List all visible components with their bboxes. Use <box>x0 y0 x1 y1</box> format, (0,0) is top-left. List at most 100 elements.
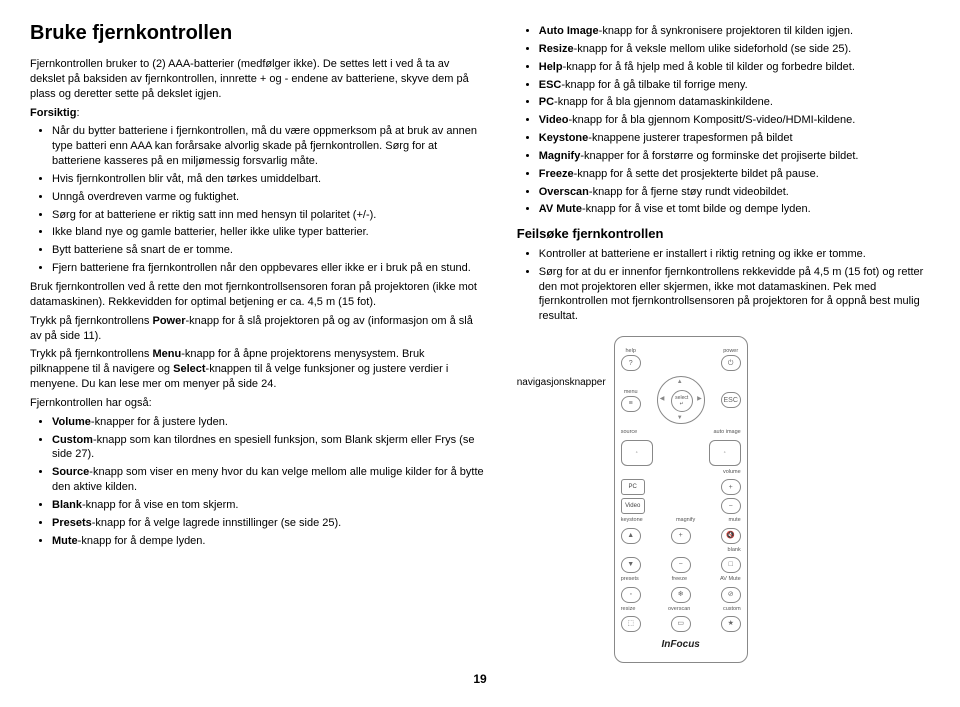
av-label: AV Mute <box>720 576 741 583</box>
list-item: Fjern batteriene fra fjernkontrollen når… <box>52 261 487 276</box>
item-text: -knapp for å sette det prosjekterte bild… <box>574 168 819 180</box>
nav-label: navigasjonsknapper <box>517 376 606 390</box>
blank-label: blank <box>728 547 741 554</box>
item-bold: Magnify <box>539 150 581 162</box>
item-bold: ESC <box>539 79 562 91</box>
keystone-down-button: ▼ <box>621 557 641 573</box>
volume-label: volume <box>621 469 741 476</box>
troubleshoot-title: Feilsøke fjernkontrollen <box>517 225 930 243</box>
custom-label: custom <box>723 606 741 613</box>
select-bold: Select <box>173 363 205 375</box>
video-button: Video <box>621 498 645 514</box>
forsiktig-label: Forsiktig <box>30 107 76 119</box>
menu-bold: Menu <box>152 348 181 360</box>
page-title: Bruke fjernkontrollen <box>30 20 487 47</box>
item-text: -knapp for å bla gjennom datamaskinkilde… <box>554 96 773 108</box>
keystone-up-button: ▲ <box>621 528 641 544</box>
power-paragraph: Trykk på fjernkontrollens Power-knapp fo… <box>30 314 487 344</box>
item-text: -knapp for å veksle mellom ulike sidefor… <box>574 43 852 55</box>
item-bold: AV Mute <box>539 203 582 215</box>
item-bold: Source <box>52 466 89 478</box>
intro-paragraph: Fjernkontrollen bruker to (2) AAA-batter… <box>30 57 487 102</box>
esc-button: ESC <box>721 392 741 408</box>
list-item: Source-knapp som viser en meny hvor du k… <box>52 465 487 495</box>
freeze-label: freeze <box>672 576 687 583</box>
item-bold: Blank <box>52 499 82 511</box>
item-text: -knapp som viser en meny hvor du kan vel… <box>52 466 484 493</box>
list-item: Help-knapp for å få hjelp med å koble ti… <box>539 60 930 75</box>
item-text: -knapp for å vise en tom skjerm. <box>82 499 239 511</box>
item-bold: Custom <box>52 434 93 446</box>
overscan-button: ▭ <box>671 616 691 632</box>
menu-label: menu <box>621 389 641 396</box>
item-bold: Video <box>539 114 569 126</box>
list-item: Magnify-knapper for å forstørre og formi… <box>539 149 930 164</box>
text: Trykk på fjernkontrollens <box>30 315 152 327</box>
item-text: -knapper for å forstørre og forminske de… <box>580 150 858 162</box>
list-item: Custom-knapp som kan tilordnes en spesie… <box>52 433 487 463</box>
item-bold: Keystone <box>539 132 589 144</box>
pc-button: PC <box>621 479 645 495</box>
remote-figure: navigasjonsknapper help? power⏻ menu≡ ▲ … <box>517 336 930 662</box>
item-text: -knapper for å justere lyden. <box>91 416 228 428</box>
av-mute-button: ⊘ <box>721 587 741 603</box>
usage-paragraph: Bruk fjernkontrollen ved å rette den mot… <box>30 280 487 310</box>
magnify-up-button: + <box>671 528 691 544</box>
nav-ring: ▲ ▼ ◀ ▶ select↵ <box>657 376 705 424</box>
item-bold: Mute <box>52 535 78 547</box>
source-label: source <box>621 429 638 436</box>
right-column: Auto Image-knapp for å synkronisere proj… <box>517 20 930 663</box>
list-item: Video-knapp for å bla gjennom Kompositt/… <box>539 113 930 128</box>
source-button: ◦ <box>621 440 653 466</box>
list-item: Overscan-knapp for å fjerne støy rundt v… <box>539 185 930 200</box>
custom-button: ★ <box>721 616 741 632</box>
troubleshoot-list: Kontroller at batteriene er installert i… <box>517 247 930 324</box>
list-item: Bytt batteriene så snart de er tomme. <box>52 243 487 258</box>
help-label: help <box>621 348 641 355</box>
item-text: -knapp som kan tilordnes en spesiell fun… <box>52 434 474 461</box>
item-text: -knappene justerer trapesformen på bilde… <box>588 132 792 144</box>
vol-up-button: + <box>721 479 741 495</box>
magnify-label: magnify <box>676 517 695 524</box>
keystone-label: keystone <box>621 517 643 524</box>
item-text: -knapp for å fjerne støy rundt videobild… <box>589 186 789 198</box>
auto-button: ◦ <box>709 440 741 466</box>
freeze-button: ❄ <box>671 587 691 603</box>
auto-label: auto image <box>713 429 740 436</box>
overscan-label: overscan <box>668 606 690 613</box>
help-button: ? <box>621 355 641 371</box>
remote-control: help? power⏻ menu≡ ▲ ▼ ◀ ▶ select↵ ESC s… <box>614 336 748 662</box>
forsiktig-heading: Forsiktig: <box>30 106 487 121</box>
item-text: -knapp for å dempe lyden. <box>78 535 206 547</box>
list-item: Ikke bland nye og gamle batterier, helle… <box>52 225 487 240</box>
item-bold: Presets <box>52 517 92 529</box>
item-bold: Help <box>539 61 563 73</box>
power-button: ⏻ <box>721 355 741 371</box>
item-bold: Overscan <box>539 186 589 198</box>
item-text: -knapp for å gå tilbake til forrige meny… <box>561 79 747 91</box>
list-item: Keystone-knappene justerer trapesformen … <box>539 131 930 146</box>
list-item: Kontroller at batteriene er installert i… <box>539 247 930 262</box>
list-item: Auto Image-knapp for å synkronisere proj… <box>539 24 930 39</box>
page-number: 19 <box>30 671 930 687</box>
presets-label: presets <box>621 576 639 583</box>
brand-label: InFocus <box>621 638 741 652</box>
page: Bruke fjernkontrollen Fjernkontrollen br… <box>30 20 930 663</box>
item-text: -knapp for å velge lagrede innstillinger… <box>92 517 341 529</box>
left-column: Bruke fjernkontrollen Fjernkontrollen br… <box>30 20 487 663</box>
list-item: PC-knapp for å bla gjennom datamaskinkil… <box>539 95 930 110</box>
list-item: ESC-knapp for å gå tilbake til forrige m… <box>539 78 930 93</box>
power-label: power <box>721 348 741 355</box>
item-bold: Auto Image <box>539 25 599 37</box>
right-list: Auto Image-knapp for å synkronisere proj… <box>517 24 930 217</box>
mute-button: 🔇 <box>721 528 741 544</box>
item-text: -knapp for å få hjelp med å koble til ki… <box>563 61 855 73</box>
item-text: -knapp for å synkronisere projektoren ti… <box>599 25 853 37</box>
list-item: Resize-knapp for å veksle mellom ulike s… <box>539 42 930 57</box>
item-bold: Resize <box>539 43 574 55</box>
mute-label: mute <box>728 517 740 524</box>
vol-down-button: − <box>721 498 741 514</box>
list-item: Presets-knapp for å velge lagrede innsti… <box>52 516 487 531</box>
power-bold: Power <box>152 315 185 327</box>
text: Trykk på fjernkontrollens <box>30 348 152 360</box>
